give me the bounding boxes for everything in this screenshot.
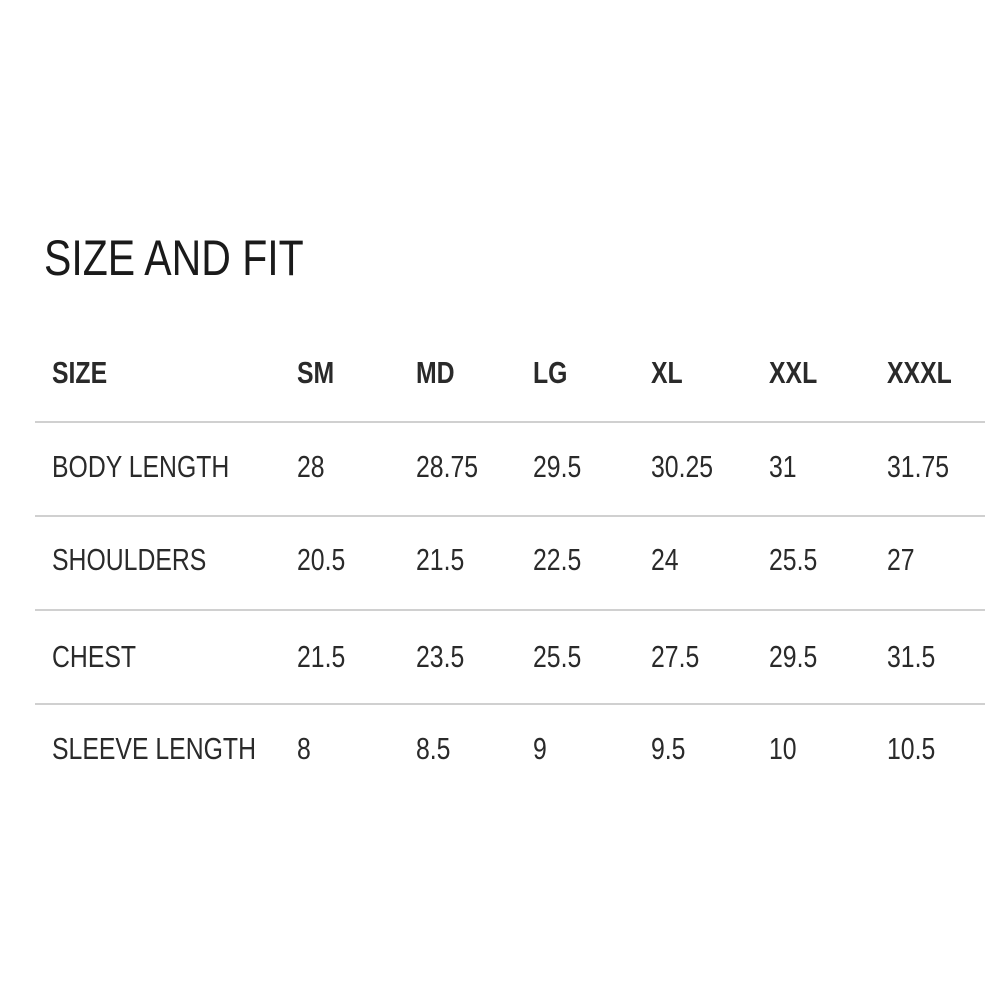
row-label: BODY LENGTH: [52, 449, 230, 484]
row-divider: [35, 609, 985, 611]
table-cell: 28: [297, 449, 325, 484]
table-cell: 27: [887, 542, 915, 577]
table-cell: 9.5: [651, 731, 686, 766]
table-cell: 31: [769, 449, 797, 484]
table-cell: 30.25: [651, 449, 714, 484]
row-label: SLEEVE LENGTH: [52, 731, 256, 766]
table-cell: 31.5: [887, 639, 936, 674]
table-cell: 27.5: [651, 639, 700, 674]
row-label: SHOULDERS: [52, 542, 207, 577]
table-cell: 10.5: [887, 731, 936, 766]
column-header: LG: [533, 355, 568, 390]
table-cell: 10: [769, 731, 797, 766]
table-cell: 31.75: [887, 449, 950, 484]
table-cell: 21.5: [416, 542, 465, 577]
table-cell: 9: [533, 731, 547, 766]
row-label: CHEST: [52, 639, 137, 674]
page-title: SIZE AND FIT: [44, 230, 304, 286]
table-cell: 25.5: [769, 542, 818, 577]
column-header: MD: [416, 355, 455, 390]
column-header: XXL: [769, 355, 818, 390]
row-divider: [35, 703, 985, 705]
table-cell: 28.75: [416, 449, 479, 484]
table-cell: 20.5: [297, 542, 346, 577]
table-cell: 23.5: [416, 639, 465, 674]
table-cell: 29.5: [533, 449, 582, 484]
column-header: XL: [651, 355, 683, 390]
table-cell: 25.5: [533, 639, 582, 674]
column-header: XXXL: [887, 355, 952, 390]
table-cell: 22.5: [533, 542, 582, 577]
row-divider: [35, 421, 985, 423]
table-cell: 8.5: [416, 731, 451, 766]
table-cell: 21.5: [297, 639, 346, 674]
table-cell: 8: [297, 731, 311, 766]
row-divider: [35, 515, 985, 517]
column-header: SM: [297, 355, 335, 390]
table-cell: 29.5: [769, 639, 818, 674]
column-header: SIZE: [52, 355, 108, 390]
table-cell: 24: [651, 542, 679, 577]
